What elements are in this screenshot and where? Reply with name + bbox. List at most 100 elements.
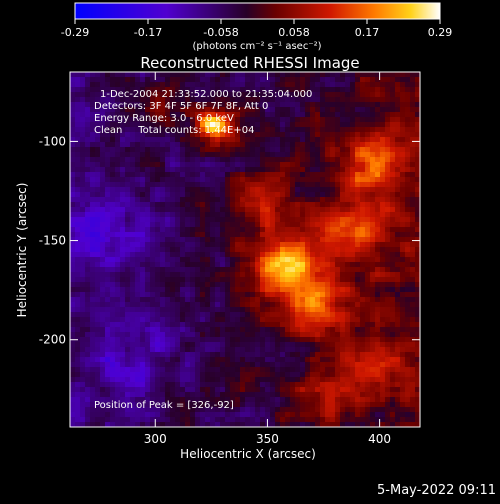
heatmap-cell <box>170 167 176 173</box>
heatmap-cell <box>175 252 181 258</box>
heatmap-cell <box>260 267 266 273</box>
heatmap-cell <box>70 282 76 288</box>
heatmap-cell <box>350 297 356 303</box>
heatmap-cell <box>175 352 181 358</box>
heatmap-cell <box>135 137 141 143</box>
heatmap-cell <box>345 132 351 138</box>
heatmap-cell <box>370 347 376 353</box>
heatmap-cell <box>330 172 336 178</box>
heatmap-cell <box>335 237 341 243</box>
heatmap-cell <box>275 107 281 113</box>
heatmap-cell <box>165 367 171 373</box>
heatmap-cell <box>295 287 301 293</box>
heatmap-cell <box>315 192 321 198</box>
heatmap-cell <box>70 132 76 138</box>
heatmap-cell <box>210 312 216 318</box>
heatmap-cell <box>105 342 111 348</box>
heatmap-cell <box>325 212 331 218</box>
heatmap-cell <box>115 392 121 398</box>
heatmap-cell <box>255 227 261 233</box>
heatmap-cell <box>100 207 106 213</box>
heatmap-cell <box>100 392 106 398</box>
heatmap-cell <box>410 327 416 333</box>
heatmap-cell <box>250 337 256 343</box>
heatmap-cell <box>380 162 386 168</box>
heatmap-cell <box>155 327 161 333</box>
heatmap-cell <box>205 247 211 253</box>
heatmap-cell <box>390 287 396 293</box>
heatmap-cell <box>375 182 381 188</box>
heatmap-cell <box>380 72 386 78</box>
heatmap-cell <box>175 142 181 148</box>
heatmap-cell <box>215 377 221 383</box>
heatmap-cell <box>225 197 231 203</box>
heatmap-cell <box>280 102 286 108</box>
heatmap-cell <box>145 367 151 373</box>
heatmap-cell <box>90 262 96 268</box>
heatmap-cell <box>275 142 281 148</box>
heatmap-cell <box>255 127 261 133</box>
heatmap-cell <box>80 302 86 308</box>
heatmap-cell <box>230 242 236 248</box>
heatmap-cell <box>395 237 401 243</box>
heatmap-cell <box>85 167 91 173</box>
heatmap-cell <box>360 287 366 293</box>
heatmap-cell <box>285 167 291 173</box>
heatmap-cell <box>330 287 336 293</box>
heatmap-cell <box>385 142 391 148</box>
heatmap-cell <box>110 142 116 148</box>
heatmap-cell <box>70 107 76 113</box>
heatmap-cell <box>395 107 401 113</box>
heatmap-cell <box>215 257 221 263</box>
heatmap-cell <box>330 397 336 403</box>
heatmap-cell <box>340 307 346 313</box>
heatmap-cell <box>150 362 156 368</box>
heatmap-cell <box>150 287 156 293</box>
heatmap-cell <box>330 247 336 253</box>
heatmap-cell <box>95 72 101 78</box>
heatmap-cell <box>230 137 236 143</box>
heatmap-cell <box>390 142 396 148</box>
heatmap-cell <box>115 227 121 233</box>
heatmap-cell <box>85 227 91 233</box>
heatmap-cell <box>115 257 121 263</box>
heatmap-cell <box>175 197 181 203</box>
heatmap-cell <box>315 262 321 268</box>
heatmap-cell <box>310 332 316 338</box>
heatmap-cell <box>340 112 346 118</box>
heatmap-cell <box>230 337 236 343</box>
heatmap-cell <box>285 217 291 223</box>
heatmap-cell <box>330 237 336 243</box>
heatmap-cell <box>115 252 121 258</box>
heatmap-cell <box>70 157 76 163</box>
heatmap-cell <box>70 312 76 318</box>
heatmap-cell <box>200 377 206 383</box>
heatmap-cell <box>335 342 341 348</box>
heatmap-cell <box>225 207 231 213</box>
heatmap-cell <box>355 367 361 373</box>
heatmap-cell <box>410 107 416 113</box>
heatmap-cell <box>130 77 136 83</box>
heatmap-cell <box>190 212 196 218</box>
heatmap-cell <box>300 282 306 288</box>
heatmap-cell <box>315 307 321 313</box>
heatmap-cell <box>380 232 386 238</box>
heatmap-cell <box>120 322 126 328</box>
heatmap-cell <box>330 302 336 308</box>
heatmap-cell <box>295 367 301 373</box>
heatmap-cell <box>240 212 246 218</box>
heatmap-cell <box>365 262 371 268</box>
heatmap-cell <box>95 142 101 148</box>
heatmap-cell <box>250 402 256 408</box>
heatmap-cell <box>105 292 111 298</box>
heatmap-cell <box>245 327 251 333</box>
heatmap-cell <box>90 362 96 368</box>
heatmap-cell <box>390 362 396 368</box>
heatmap-cell <box>120 187 126 193</box>
heatmap-cell <box>285 172 291 178</box>
heatmap-cell <box>220 237 226 243</box>
heatmap-cell <box>405 217 411 223</box>
heatmap-cell <box>160 287 166 293</box>
heatmap-cell <box>285 242 291 248</box>
heatmap-cell <box>385 222 391 228</box>
